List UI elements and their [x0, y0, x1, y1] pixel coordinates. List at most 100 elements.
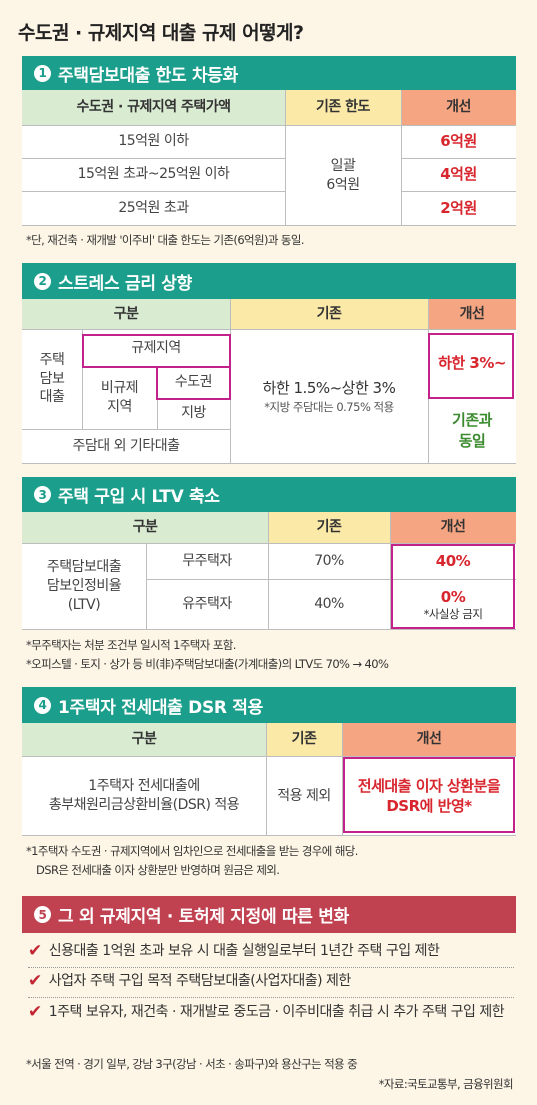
col-header-category: 구분 [22, 723, 266, 756]
existing-rate-range: 하한 1.5%~상한 3% [262, 378, 396, 397]
dsr-label: 1주택자 전세대출에 총부채원리금상환비율(DSR) 적용 [22, 756, 266, 836]
new-ltv-value: 0% [440, 587, 466, 606]
new-dsr-line: DSR에 반영* [386, 797, 472, 815]
col-header-new: 개선 [401, 90, 516, 125]
table-row-price: 15억원 초과~25억원 이하 [77, 166, 230, 183]
ltv-label-line: 주택담보대출 [46, 559, 122, 576]
new-dsr-line: 전세대출 이자 상환분을 [357, 776, 501, 795]
existing-limit-line2: 6억원 [326, 176, 360, 193]
existing-dsr-value: 적용 제외 [277, 787, 331, 804]
new-rate-same-line: 동일 [458, 431, 486, 450]
homeowner-label: 유주택자 [182, 596, 232, 613]
section-1-title: 주택담보대출 한도 차등화 [58, 65, 238, 86]
section-3-title: 주택 구입 시 LTV 축소 [58, 487, 220, 507]
mortgage-label: 주택 담보 대출 [22, 329, 82, 429]
col-header-category: 구분 [22, 299, 230, 329]
col-header-price: 수도권 · 규제지역 주택가액 [22, 90, 285, 125]
section-4-note-1: *1주택자 수도권 · 규제지역에서 임차인으로 전세대출을 받는 경우에 해당… [26, 844, 358, 858]
dsr-label-line: 총부채원리금상환비율(DSR) 적용 [48, 797, 240, 813]
section-number-badge: 3 [34, 486, 51, 503]
new-limit-value: 4억원 [440, 165, 477, 184]
section-4-table: 구분 기존 개선 1주택자 전세대출에 총부채원리금상환비율(DSR) 적용 적… [22, 723, 516, 836]
highlight-box [82, 334, 231, 368]
mortgage-label-line: 주택 [39, 351, 65, 368]
col-header-new: 개선 [342, 723, 516, 756]
list-item: ✔ 1주택 보유자, 재건축 · 재개발로 중도금 · 이주비대출 취급 시 추… [28, 1002, 512, 1022]
section-2-header: 2 스트레스 금리 상향 [22, 263, 516, 299]
section-3-note-1: *무주택자는 처분 조건부 일시적 1주택자 포함. [26, 638, 236, 652]
new-dsr-value: 전세대출 이자 상환분을 DSR에 반영* [342, 756, 516, 836]
check-icon: ✔ [28, 941, 42, 961]
mortgage-label-line: 대출 [39, 389, 65, 406]
section-1-note: *단, 재건축 · 재개발 '이주비' 대출 한도는 기존(6억원)과 동일. [26, 233, 305, 247]
section-3-header: 3 주택 구입 시 LTV 축소 [22, 477, 516, 512]
col-header-new: 개선 [428, 299, 516, 329]
list-item: ✔ 신용대출 1억원 초과 보유 시 대출 실행일로부터 1년간 주택 구입 제… [28, 941, 512, 961]
check-icon: ✔ [28, 971, 42, 991]
other-loans-label: 주담대 외 기타대출 [72, 438, 180, 455]
section-number-badge: 1 [34, 64, 51, 82]
existing-rate-note: *지방 주담대는 0.75% 적용 [264, 399, 394, 414]
list-item-text: 신용대출 1억원 초과 보유 시 대출 실행일로부터 1년간 주택 구입 제한 [48, 943, 440, 959]
col-header-existing: 기존 [230, 299, 428, 329]
page-title: 수도권 · 규제지역 대출 규제 어떻게? [18, 22, 304, 44]
section-2-table: 구분 기존 개선 주택 담보 대출 규제지역 비규제 지역 수도권 지방 주담대… [22, 299, 516, 464]
table-row-price: 15억원 이하 [118, 133, 189, 150]
new-limit-value: 6억원 [440, 132, 477, 151]
section-number-badge: 2 [34, 272, 51, 290]
non-regulated-label: 비규제 지역 [82, 367, 157, 429]
section-3-table: 구분 기존 개선 주택담보대출 담보인정비율 (LTV) 무주택자 유주택자 7… [22, 512, 516, 630]
section-number-badge: 5 [34, 906, 51, 923]
section-1-table: 수도권 · 규제지역 주택가액 기존 한도 개선 15억원 이하 15억원 초과… [22, 90, 516, 226]
new-ltv-note: *사실상 금지 [423, 606, 483, 621]
table-row-price: 25억원 초과 [118, 200, 189, 217]
new-rate-value: 하한 3%~ [438, 353, 506, 372]
highlight-box [156, 366, 231, 400]
section-4-title: 1주택자 전세대출 DSR 적용 [58, 697, 263, 718]
new-rate-same-line: 기존과 [452, 411, 492, 430]
existing-ltv-value: 70% [314, 552, 344, 569]
col-header-new: 개선 [390, 512, 516, 543]
dsr-label-line: 1주택자 전세대출에 [88, 778, 200, 795]
section-5-header: 5 그 외 규제지역 · 토허제 지정에 따른 변화 [22, 896, 516, 933]
existing-rate-cell: 하한 1.5%~상한 3% *지방 주담대는 0.75% 적용 [230, 329, 428, 464]
divider [28, 967, 514, 968]
col-header-existing: 기존 한도 [285, 90, 401, 125]
divider [28, 997, 514, 998]
section-number-badge: 4 [34, 696, 51, 714]
col-header-existing: 기존 [266, 723, 342, 756]
section-2-title: 스트레스 금리 상향 [58, 273, 192, 294]
non-regulated-line: 지역 [107, 399, 132, 415]
highlight-box [391, 544, 515, 629]
highlight-box [343, 757, 515, 833]
ltv-label-line: (LTV) [67, 596, 101, 613]
local-area-label: 지방 [181, 405, 206, 422]
homeless-label: 무주택자 [182, 552, 232, 569]
existing-limit-line1: 일괄 [330, 157, 356, 174]
col-header-category: 구분 [22, 512, 268, 543]
ltv-label-line: 담보인정비율 [46, 578, 122, 595]
list-item-text: 사업자 주택 구입 목적 주택담보대출(사업자대출) 제한 [48, 973, 352, 989]
mortgage-label-line: 담보 [39, 370, 65, 387]
source-credit: *자료:국토교통부, 금융위원회 [378, 1077, 514, 1091]
section-5-title: 그 외 규제지역 · 토허제 지정에 따른 변화 [58, 907, 349, 927]
capital-area-label: 수도권 [174, 374, 213, 391]
list-item-text: 1주택 보유자, 재건축 · 재개발로 중도금 · 이주비대출 취급 시 추가 … [48, 1004, 505, 1020]
section-5-note: *서울 전역 · 경기 일부, 강남 3구(강남 · 서초 · 송파구)와 용산… [26, 1057, 358, 1071]
section-4-header: 4 1주택자 전세대출 DSR 적용 [22, 687, 516, 723]
section-3-note-2: *오피스텔 · 토지 · 상가 등 비(非)주택담보대출(가계대출)의 LTV도… [26, 657, 389, 671]
check-icon: ✔ [28, 1002, 42, 1022]
existing-limit-cell: 일괄 6억원 [285, 125, 401, 226]
section-1-header: 1 주택담보대출 한도 차등화 [22, 56, 516, 90]
regulated-area-label: 규제지역 [131, 339, 181, 356]
col-header-existing: 기존 [268, 512, 390, 543]
new-ltv-value: 40% [435, 551, 471, 570]
highlight-box [428, 333, 514, 399]
section-4-note-2: DSR은 전세대출 이자 상환분만 반영하며 원금은 제외. [36, 863, 280, 877]
new-rate-same: 기존과 동일 [428, 397, 516, 464]
ltv-label: 주택담보대출 담보인정비율 (LTV) [22, 543, 146, 630]
existing-ltv-value: 40% [314, 596, 344, 613]
new-limit-value: 2억원 [440, 199, 477, 218]
list-item: ✔ 사업자 주택 구입 목적 주택담보대출(사업자대출) 제한 [28, 971, 512, 991]
new-ltv-cell: 0% *사실상 금지 [390, 579, 516, 630]
